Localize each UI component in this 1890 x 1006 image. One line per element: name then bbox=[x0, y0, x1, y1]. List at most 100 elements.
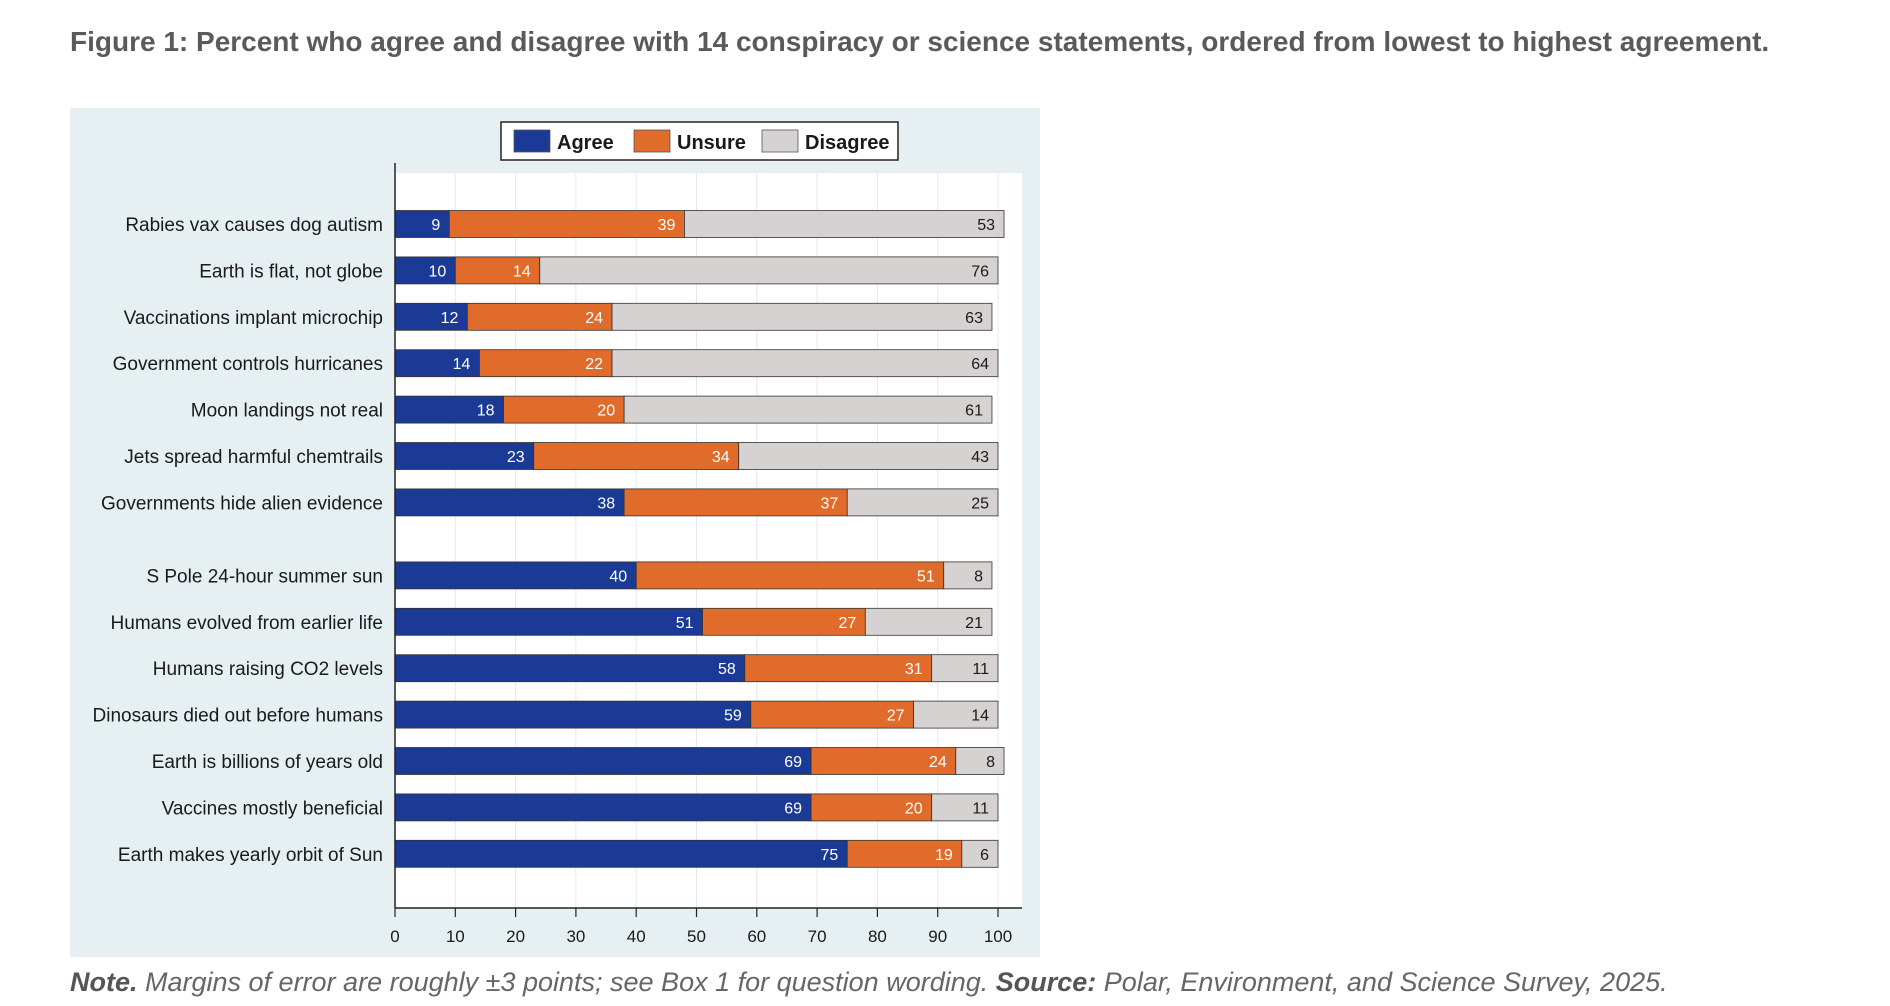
legend-swatch-unsure bbox=[633, 129, 671, 153]
bar-agree bbox=[394, 654, 746, 683]
category-label: Humans raising CO2 levels bbox=[153, 659, 383, 680]
bar-disagree bbox=[943, 561, 993, 590]
category-label: Government controls hurricanes bbox=[113, 354, 383, 375]
bar-unsure bbox=[533, 442, 740, 470]
x-tick-label: 20 bbox=[506, 927, 525, 946]
bar-unsure bbox=[810, 793, 933, 822]
data-label-disagree: 61 bbox=[965, 403, 983, 420]
bar-agree bbox=[394, 395, 504, 424]
bar-agree bbox=[394, 793, 812, 822]
legend-label-unsure: Unsure bbox=[677, 132, 746, 154]
data-label-disagree: 25 bbox=[971, 495, 989, 512]
category-label: Earth is flat, not globe bbox=[199, 261, 383, 282]
data-label-disagree: 21 bbox=[965, 615, 983, 632]
legend-swatch-disagree bbox=[761, 129, 799, 153]
data-label-unsure: 20 bbox=[597, 403, 615, 420]
source-text: Polar, Environment, and Science Survey, … bbox=[1096, 967, 1668, 997]
bar-unsure bbox=[810, 747, 957, 775]
x-tick-label: 40 bbox=[627, 927, 646, 946]
chart-panel: Rabies vax causes dog autism 9 39 53 Earth i… bbox=[70, 108, 1040, 957]
note-text: Margins of error are roughly ±3 points; … bbox=[137, 967, 996, 997]
data-label-unsure: 31 bbox=[905, 661, 923, 678]
bar-disagree bbox=[864, 607, 993, 636]
data-label-unsure: 27 bbox=[887, 708, 905, 725]
x-tick-label: 50 bbox=[687, 927, 706, 946]
bar-unsure bbox=[448, 210, 685, 238]
data-label-unsure: 27 bbox=[839, 615, 857, 632]
bar-unsure bbox=[702, 607, 866, 636]
legend-box bbox=[500, 121, 899, 161]
bar-agree bbox=[394, 839, 848, 868]
data-label-unsure: 19 bbox=[935, 847, 953, 864]
category-label: Vaccines mostly beneficial bbox=[162, 798, 383, 819]
category-label: Vaccinations implant microchip bbox=[124, 308, 383, 329]
data-label-agree: 69 bbox=[784, 800, 802, 817]
x-tick-label: 70 bbox=[808, 927, 827, 946]
bar-agree bbox=[394, 700, 752, 729]
bar-unsure bbox=[635, 561, 945, 590]
category-label: S Pole 24-hour summer sun bbox=[146, 566, 383, 587]
data-label-agree: 40 bbox=[609, 568, 627, 585]
data-label-disagree: 11 bbox=[972, 800, 989, 817]
data-label-disagree: 11 bbox=[972, 661, 989, 678]
bar-agree bbox=[394, 488, 625, 517]
data-label-agree: 38 bbox=[597, 495, 615, 512]
bar-disagree bbox=[931, 793, 999, 822]
x-tick-label: 80 bbox=[868, 927, 887, 946]
bar-agree bbox=[394, 210, 450, 238]
x-tick-label: 90 bbox=[928, 927, 947, 946]
bar-disagree bbox=[846, 488, 999, 517]
bar-disagree bbox=[611, 349, 999, 378]
data-label-disagree: 8 bbox=[974, 568, 983, 585]
category-label: Earth makes yearly orbit of Sun bbox=[118, 845, 383, 866]
bar-disagree bbox=[611, 302, 993, 331]
x-tick-label: 10 bbox=[446, 927, 465, 946]
data-label-agree: 23 bbox=[507, 449, 525, 466]
legend-swatch-agree bbox=[513, 129, 551, 153]
data-label-agree: 9 bbox=[431, 217, 440, 234]
bar-disagree bbox=[931, 654, 999, 683]
data-label-disagree: 63 bbox=[965, 310, 983, 327]
data-label-disagree: 6 bbox=[980, 847, 989, 864]
bar-agree bbox=[394, 302, 468, 331]
category-label: Dinosaurs died out before humans bbox=[93, 706, 383, 727]
data-label-disagree: 53 bbox=[977, 217, 995, 234]
category-label: Jets spread harmful chemtrails bbox=[124, 447, 383, 468]
data-label-agree: 75 bbox=[820, 847, 838, 864]
figure-title: Figure 1: Percent who agree and disagree… bbox=[70, 26, 1770, 57]
data-label-agree: 51 bbox=[676, 615, 694, 632]
bar-disagree bbox=[623, 395, 993, 424]
data-label-disagree: 76 bbox=[971, 263, 989, 280]
figure-note: Note. Margins of error are roughly ±3 po… bbox=[70, 967, 1668, 998]
category-label: Rabies vax causes dog autism bbox=[125, 215, 383, 236]
category-label: Humans evolved from earlier life bbox=[111, 613, 383, 634]
note-label: Note. bbox=[70, 967, 138, 997]
x-tick-label: 60 bbox=[747, 927, 766, 946]
data-label-agree: 59 bbox=[724, 708, 742, 725]
data-label-agree: 14 bbox=[453, 356, 471, 373]
data-label-agree: 10 bbox=[429, 263, 447, 280]
x-tick-label: 0 bbox=[390, 927, 399, 946]
bar-unsure bbox=[744, 654, 933, 683]
data-label-unsure: 34 bbox=[712, 449, 730, 466]
category-label: Governments hide alien evidence bbox=[101, 493, 383, 514]
data-label-agree: 58 bbox=[718, 661, 736, 678]
bar-agree bbox=[394, 561, 637, 590]
bar-unsure bbox=[623, 488, 848, 517]
bar-agree bbox=[394, 607, 703, 636]
data-label-disagree: 8 bbox=[986, 754, 995, 771]
x-tick-label: 100 bbox=[984, 927, 1012, 946]
bar-disagree bbox=[684, 210, 1005, 238]
bar-agree bbox=[394, 747, 812, 775]
legend-label-disagree: Disagree bbox=[805, 132, 890, 154]
bar-unsure bbox=[503, 395, 625, 424]
data-label-agree: 69 bbox=[784, 754, 802, 771]
source-label: Source: bbox=[995, 967, 1097, 997]
data-label-disagree: 14 bbox=[971, 708, 989, 725]
bar-unsure bbox=[479, 349, 613, 378]
data-label-unsure: 22 bbox=[585, 356, 603, 373]
data-label-unsure: 39 bbox=[658, 217, 676, 234]
category-label: Moon landings not real bbox=[191, 401, 383, 422]
data-label-agree: 18 bbox=[477, 403, 495, 420]
bar-disagree bbox=[539, 256, 999, 285]
